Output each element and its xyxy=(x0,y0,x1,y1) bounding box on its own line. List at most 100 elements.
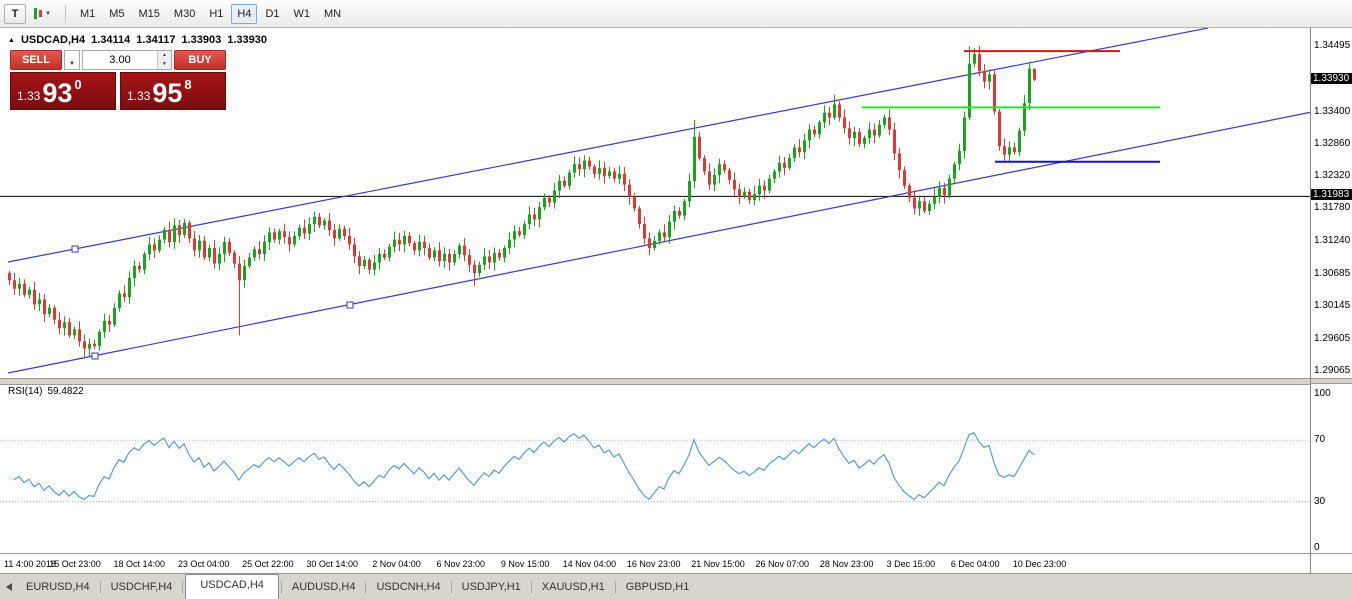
candle-body xyxy=(613,171,616,179)
candle-body xyxy=(593,166,596,174)
sell-button[interactable]: SELL xyxy=(10,50,62,70)
trendline-handle[interactable] xyxy=(71,245,79,253)
sell-price-pipette: 0 xyxy=(74,77,82,92)
chart-tab-gbpusd-h1[interactable]: GBPUSD,H1 xyxy=(625,580,690,593)
timeframe-button-m30[interactable]: M30 xyxy=(168,4,201,24)
channel-upper-line[interactable] xyxy=(7,28,1209,263)
candle-body xyxy=(583,160,586,169)
timeframe-button-d1[interactable]: D1 xyxy=(259,4,285,24)
chart-tab-usdjpy-h1[interactable]: USDJPY,H1 xyxy=(461,580,521,593)
candle-body xyxy=(153,244,156,251)
time-axis-label: 10 Dec 23:00 xyxy=(1013,559,1067,569)
trade-panel-prices: 1.33 93 0 1.33 95 8 xyxy=(10,72,226,110)
candle-body xyxy=(858,131,861,144)
candle-body xyxy=(193,238,196,251)
candle-body xyxy=(878,124,881,136)
candlestick-icon xyxy=(34,8,37,19)
tab-separator xyxy=(450,580,452,593)
candle-body xyxy=(8,273,11,281)
candle-body xyxy=(198,240,201,251)
buy-price-display[interactable]: 1.33 95 8 xyxy=(120,72,226,110)
timeframe-button-m15[interactable]: M15 xyxy=(133,4,166,24)
pane-divider[interactable] xyxy=(0,378,1310,384)
timeframe-button-m1[interactable]: M1 xyxy=(74,4,101,24)
chart-title: ▲ USDCAD,H4 1.34114 1.34117 1.33903 1.33… xyxy=(8,34,267,46)
candle-body xyxy=(173,225,176,243)
rsi-axis-label: 30 xyxy=(1314,496,1326,507)
candle-body xyxy=(168,230,171,242)
candle-body xyxy=(438,250,441,262)
candle-body xyxy=(728,170,731,180)
candle-body xyxy=(163,230,166,240)
candle-body xyxy=(508,239,511,248)
tab-separator xyxy=(280,580,282,593)
buy-price-pipette: 8 xyxy=(184,77,192,92)
chart-tab-usdcad-h4[interactable]: USDCAD,H4 xyxy=(185,574,279,599)
volume-input[interactable] xyxy=(83,51,157,69)
candle-body xyxy=(213,248,216,264)
candle-body xyxy=(798,147,801,153)
chart-tab-eurusd-h4[interactable]: EURUSD,H4 xyxy=(26,580,90,593)
volume-dropdown-button[interactable]: ▼ xyxy=(64,50,80,70)
candle-body xyxy=(838,104,841,118)
candle-body xyxy=(238,263,241,281)
volume-increase-button[interactable]: ▲ xyxy=(158,51,171,60)
time-axis-label: 30 Oct 14:00 xyxy=(306,559,358,569)
timeframe-button-m5[interactable]: M5 xyxy=(103,4,130,24)
candle-body xyxy=(513,231,516,240)
candle-body xyxy=(413,243,416,251)
trendline-handle[interactable] xyxy=(91,352,99,360)
timeframe-button-w1[interactable]: W1 xyxy=(288,4,317,24)
chart-tab-audusd-h4[interactable]: AUDUSD,H4 xyxy=(291,580,356,593)
timeframe-button-mn[interactable]: MN xyxy=(318,4,347,24)
candle-body xyxy=(343,228,346,236)
candle-body xyxy=(598,167,601,174)
candle-body xyxy=(868,129,871,138)
candle-body xyxy=(108,321,111,325)
volume-decrease-button[interactable]: ▼ xyxy=(158,60,171,69)
price-axis[interactable]: 1.34495 1.33400 1.32860 1.32320 1.31780 1.312… xyxy=(1310,28,1352,573)
chart-style-button[interactable]: ▼ xyxy=(28,4,57,24)
rsi-value: 59.4822 xyxy=(47,386,84,397)
candle-body xyxy=(103,321,106,332)
chart-tab-usdchf-h4[interactable]: USDCHF,H4 xyxy=(110,580,173,593)
chart-tab-usdcnh-h4[interactable]: USDCNH,H4 xyxy=(376,580,441,593)
candle-body xyxy=(748,191,751,201)
candle-body xyxy=(263,242,266,254)
trendline-handle[interactable] xyxy=(346,301,354,309)
candle-body xyxy=(323,220,326,226)
buy-price-prefix: 1.33 xyxy=(127,89,151,103)
chart-tab-xauusd-h1[interactable]: XAUUSD,H1 xyxy=(541,580,605,593)
candle-body xyxy=(443,254,446,262)
timeframe-button-h4[interactable]: H4 xyxy=(231,3,258,24)
price-axis-label: 1.31240 xyxy=(1314,235,1351,246)
price-axis-badge: 1.33930 xyxy=(1311,73,1352,84)
sell-price-prefix: 1.33 xyxy=(17,89,41,103)
one-click-panel-toggle-icon[interactable]: ▲ xyxy=(8,36,15,44)
candle-body xyxy=(473,264,476,274)
candle-body xyxy=(388,246,391,258)
timeframe-button-h1[interactable]: H1 xyxy=(203,4,229,24)
candle-body xyxy=(378,254,381,263)
buy-button[interactable]: BUY xyxy=(174,50,226,70)
candle-body xyxy=(233,252,236,264)
candle-body xyxy=(453,254,456,263)
candle-body xyxy=(633,196,636,209)
candle-body xyxy=(698,136,701,159)
sell-price-display[interactable]: 1.33 93 0 xyxy=(10,72,116,110)
candle-body xyxy=(758,185,761,195)
candle-body xyxy=(763,185,766,191)
candle-body xyxy=(1033,68,1036,80)
candle-body xyxy=(703,158,706,172)
candle-body xyxy=(1028,68,1031,104)
tab-scroll-left-button[interactable] xyxy=(2,578,16,596)
candle-body xyxy=(788,158,791,168)
candle-body xyxy=(463,245,466,256)
chart-window-button[interactable]: T xyxy=(4,3,26,24)
rsi-name: RSI(14) xyxy=(8,386,43,397)
candle-body xyxy=(393,239,396,247)
candle-body xyxy=(488,256,491,263)
candle-body xyxy=(43,299,46,314)
candle-body xyxy=(113,307,116,325)
